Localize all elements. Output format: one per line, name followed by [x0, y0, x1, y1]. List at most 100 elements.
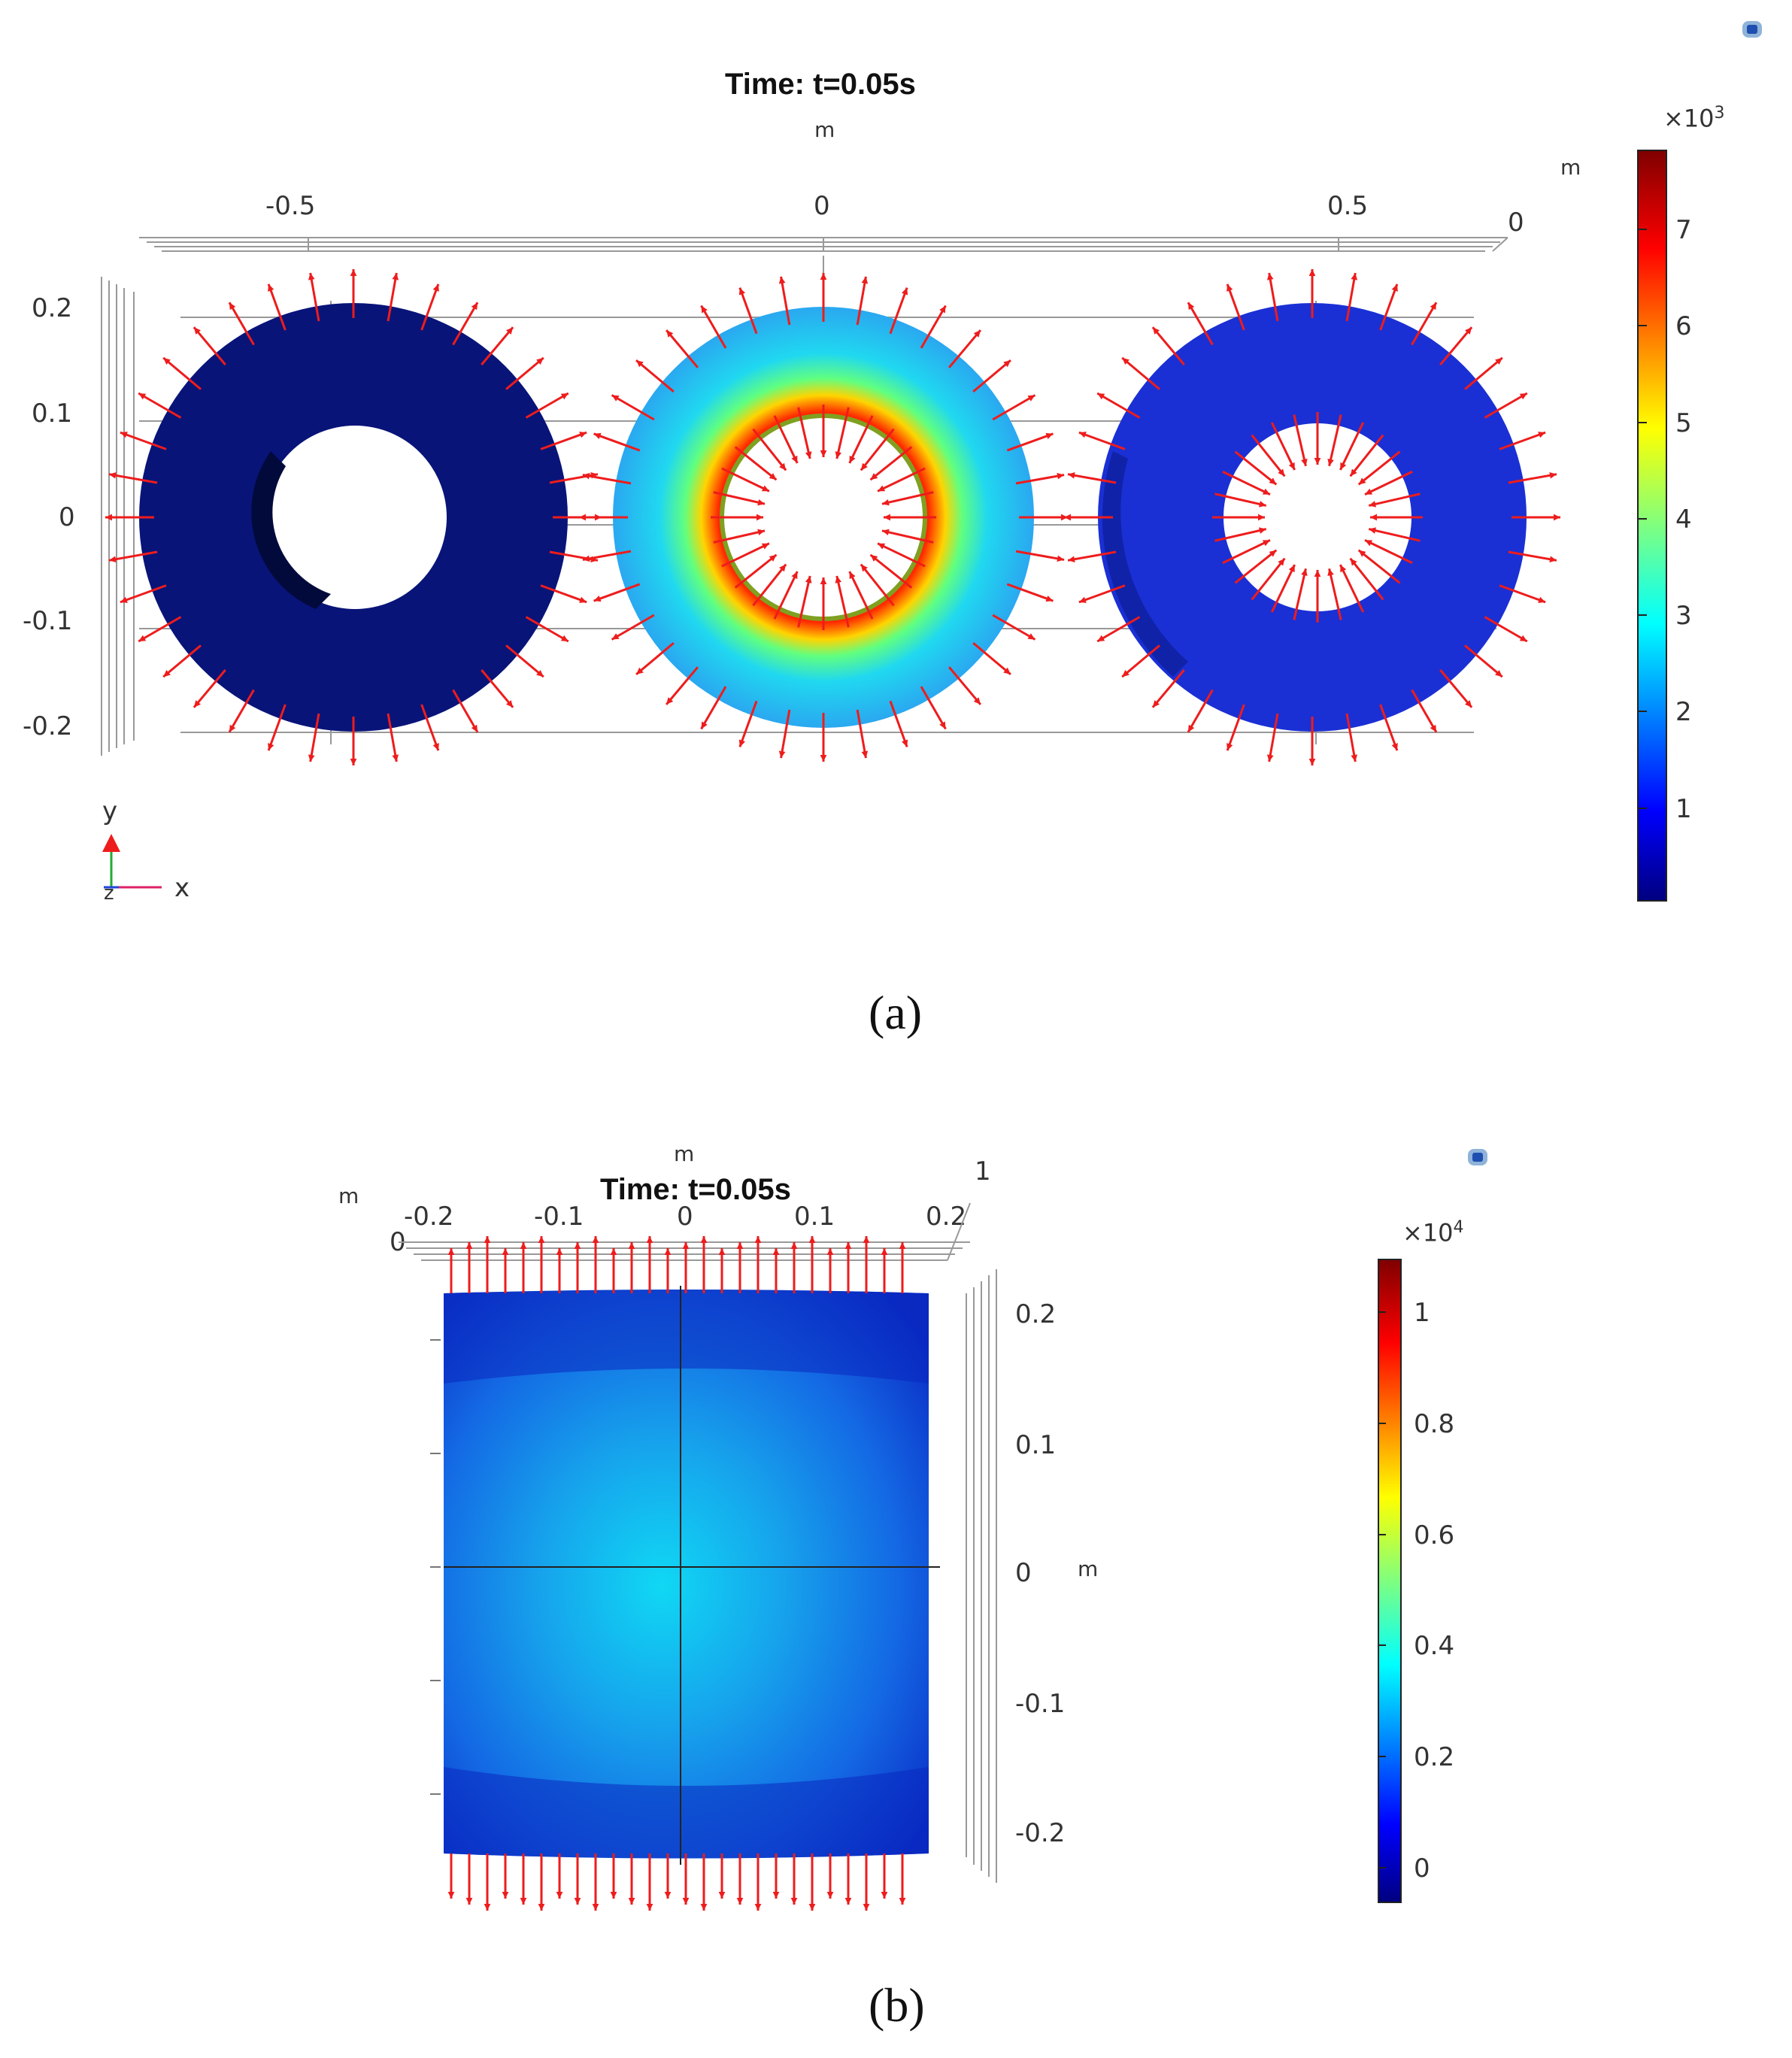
- force-arrow: [1484, 616, 1528, 643]
- force-arrowhead: [881, 529, 890, 536]
- force-arrowhead: [754, 1903, 762, 1911]
- force-arrowhead: [1122, 357, 1129, 365]
- force-arrow: [1067, 473, 1117, 484]
- corner-label: 1: [975, 1156, 991, 1187]
- force-arrow: [1151, 326, 1185, 365]
- colorbar-tick: 4: [1675, 505, 1692, 535]
- force-arrowhead: [1301, 568, 1308, 576]
- force-arrowhead: [835, 451, 842, 459]
- force-arrow: [120, 584, 167, 604]
- force-arrow: [869, 553, 913, 589]
- force-arrow: [1226, 704, 1245, 751]
- force-arrowhead: [611, 395, 620, 402]
- force-arrowhead: [392, 754, 399, 762]
- y-tick: -0.1: [1015, 1689, 1066, 1719]
- force-arrow: [1151, 669, 1185, 708]
- force-arrowhead: [536, 357, 544, 365]
- force-arrowhead: [592, 1903, 599, 1911]
- force-arrow: [635, 641, 675, 676]
- force-arrow: [1268, 713, 1279, 762]
- force-arrowhead: [778, 276, 786, 284]
- force-arrowhead: [1045, 595, 1054, 602]
- panel-b-plot: [399, 1202, 1402, 1911]
- force-arrowhead: [779, 564, 787, 572]
- force-arrowhead: [820, 754, 827, 762]
- force-arrowhead: [881, 1891, 888, 1899]
- force-arrowhead: [582, 472, 590, 480]
- force-arrowhead: [701, 305, 708, 314]
- force-arrow: [193, 669, 226, 708]
- force-arrow: [593, 583, 641, 602]
- panel-b-y-unit: m: [1078, 1556, 1099, 1581]
- caption-b: (b): [869, 1978, 925, 2032]
- force-arrow: [835, 407, 850, 459]
- force-arrowhead: [193, 700, 202, 708]
- force-arrowhead: [138, 635, 147, 641]
- force-arrowhead: [1278, 558, 1285, 566]
- force-arrowhead: [229, 724, 236, 732]
- force-arrow: [1096, 616, 1141, 643]
- force-arrowhead: [1350, 468, 1357, 477]
- force-arrow: [992, 394, 1036, 421]
- force-arrow: [920, 686, 947, 730]
- force-arrow: [1328, 568, 1342, 620]
- force-arrow: [1368, 493, 1421, 507]
- force-arrow: [481, 326, 514, 365]
- colorbar-tick: 1: [1675, 794, 1692, 824]
- force-arrow: [1339, 564, 1365, 613]
- force-arrow: [1499, 584, 1546, 604]
- cylinder-side: [444, 1290, 929, 1859]
- force-arrowhead: [593, 432, 602, 440]
- force-arrowhead: [1269, 477, 1277, 485]
- y-tick: 0.2: [32, 293, 73, 323]
- force-arrowhead: [1122, 669, 1129, 677]
- force-arrow: [1293, 414, 1307, 467]
- force-arrow: [1222, 539, 1271, 565]
- force-arrowhead: [350, 269, 357, 277]
- force-arrow: [1328, 414, 1342, 467]
- y-tick: 0.1: [1015, 1430, 1057, 1460]
- force-arrow: [1439, 326, 1473, 365]
- force-arrowhead: [778, 750, 786, 759]
- force-arrowhead: [505, 700, 514, 708]
- colorbar-a-exponent: ×103: [1663, 104, 1725, 133]
- force-arrowhead: [1358, 550, 1366, 557]
- x-tick: 0: [814, 191, 830, 221]
- force-arrowhead: [1227, 743, 1233, 751]
- panel-b: m Time: t=0.05s m m 0 1 -0.2 -0.1 0 0.1 …: [0, 1068, 1792, 2058]
- force-arrow: [1484, 392, 1528, 419]
- force-arrow: [1006, 432, 1054, 452]
- force-arrow: [773, 415, 799, 464]
- force-arrowhead: [1262, 540, 1270, 547]
- corner-label: 0: [390, 1227, 406, 1257]
- force-arrowhead: [1495, 669, 1502, 677]
- force-arrow: [713, 529, 766, 544]
- colorbar-tick: 0.4: [1414, 1631, 1455, 1661]
- coordinate-triad: [102, 834, 162, 889]
- x-tick: -0.2: [404, 1202, 454, 1232]
- comsol-logo-icon: [1466, 1147, 1489, 1167]
- force-arrowhead: [849, 455, 856, 463]
- force-arrowhead: [109, 556, 117, 563]
- force-arrowhead: [878, 485, 886, 492]
- force-arrowhead: [899, 1897, 906, 1905]
- force-arrowhead: [646, 1236, 653, 1244]
- force-arrowhead: [736, 1242, 744, 1250]
- force-arrow: [1214, 493, 1267, 507]
- force-arrowhead: [861, 276, 869, 284]
- force-arrow: [856, 276, 867, 326]
- force-arrowhead: [574, 1897, 581, 1905]
- colorbar-tick: 0.2: [1414, 1742, 1455, 1772]
- force-arrowhead: [1538, 596, 1546, 603]
- force-arrow: [309, 713, 320, 762]
- force-arrowhead: [682, 1242, 690, 1250]
- force-arrow: [1499, 431, 1546, 450]
- force-arrowhead: [820, 273, 827, 280]
- force-arrowhead: [826, 1248, 834, 1256]
- force-arrowhead: [447, 1891, 455, 1899]
- panel-b-depth-unit: m: [338, 1184, 359, 1208]
- force-arrowhead: [1027, 633, 1035, 640]
- force-arrowhead: [849, 571, 856, 580]
- force-arrow: [138, 616, 182, 643]
- force-arrowhead: [1262, 488, 1270, 495]
